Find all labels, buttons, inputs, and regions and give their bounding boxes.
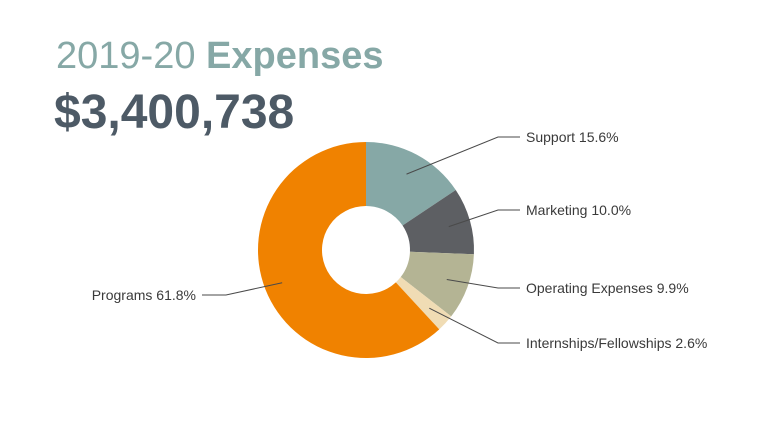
slice-operating-expenses — [400, 251, 474, 317]
slice-marketing — [402, 189, 474, 255]
leader-programs — [202, 282, 283, 296]
chart-title: 2019-20 Expenses — [56, 34, 383, 78]
total-amount: $3,400,738 — [54, 86, 295, 139]
slice-support — [366, 142, 456, 226]
leader-support — [406, 136, 520, 175]
donut-slices — [258, 142, 474, 359]
slice-labels: Support 15.6% Marketing 10.0% Operating Ex… — [92, 129, 708, 351]
leader-marketing — [448, 209, 520, 228]
label-internships-fellowships: Internships/Fellowships 2.6% — [526, 335, 707, 351]
title-year: 2019-20 — [56, 35, 196, 77]
slice-internships-fellowships — [395, 277, 452, 330]
slice-programs — [258, 142, 440, 359]
title-word: Expenses — [206, 35, 384, 77]
label-operating-expenses: Operating Expenses 9.9% — [526, 280, 689, 296]
label-marketing: Marketing 10.0% — [526, 202, 631, 218]
leader-lines — [202, 136, 520, 344]
label-programs: Programs 61.8% — [92, 287, 196, 303]
leader-operating-expenses — [446, 279, 520, 289]
leader-internships-fellowships — [429, 307, 520, 344]
label-support: Support 15.6% — [526, 129, 619, 145]
